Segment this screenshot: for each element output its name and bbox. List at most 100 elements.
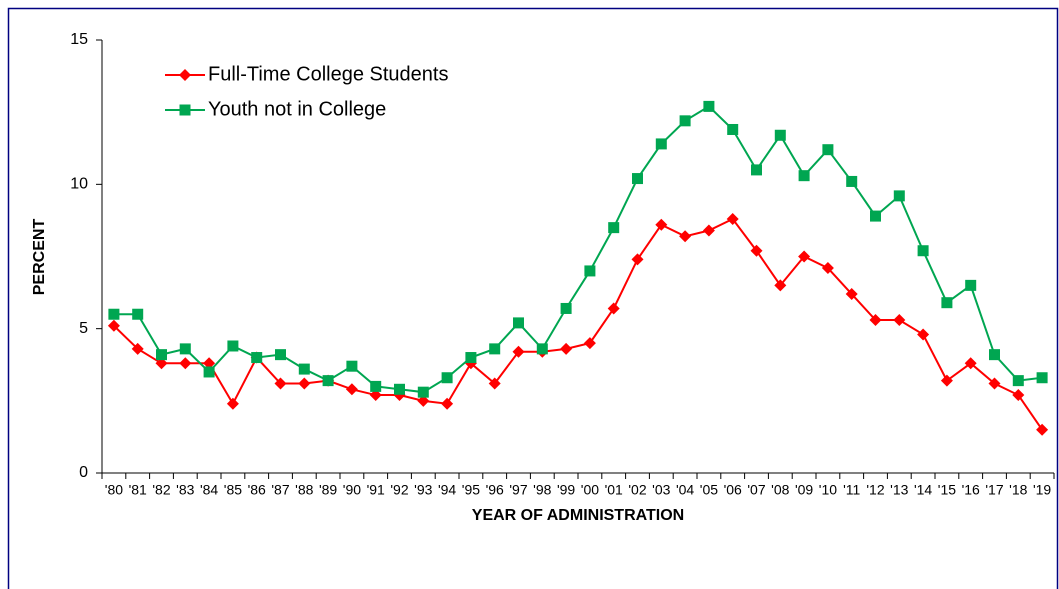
- y-tick-label: 5: [79, 320, 88, 337]
- data-point: [679, 230, 692, 243]
- data-point: [751, 164, 762, 176]
- data-point: [227, 340, 239, 352]
- x-tick-label: '01: [605, 482, 623, 498]
- data-point: [489, 343, 501, 355]
- y-axis-title: PERCENT: [31, 219, 48, 296]
- x-tick-label: '11: [843, 482, 860, 498]
- x-tick-label: '89: [319, 482, 337, 498]
- data-point: [584, 265, 596, 277]
- x-tick-label: '14: [914, 482, 932, 498]
- data-point: [870, 210, 881, 222]
- x-tick-label: '81: [129, 482, 147, 498]
- data-point: [465, 352, 477, 364]
- legend-marker: [179, 104, 191, 116]
- x-tick-label: '15: [938, 482, 956, 498]
- data-point: [274, 377, 287, 390]
- data-point: [893, 314, 906, 327]
- data-point: [1036, 423, 1049, 436]
- data-point: [370, 380, 382, 392]
- x-tick-label: '18: [1009, 482, 1027, 498]
- data-point: [846, 175, 858, 187]
- legend-label: Full-Time College Students: [208, 63, 448, 85]
- x-tick-label: '80: [105, 482, 123, 498]
- data-point: [394, 383, 405, 395]
- data-point: [964, 357, 977, 370]
- data-point: [845, 288, 858, 301]
- data-point: [417, 394, 430, 407]
- x-tick-label: '95: [462, 482, 480, 498]
- data-point: [298, 377, 311, 390]
- x-tick-label: '87: [271, 482, 289, 498]
- data-point: [156, 349, 167, 361]
- data-point: [560, 342, 573, 355]
- x-tick-label: '99: [557, 482, 575, 498]
- data-point: [655, 218, 668, 231]
- frame: [7, 7, 1059, 589]
- data-point: [607, 302, 620, 315]
- data-point: [441, 397, 454, 410]
- data-point: [108, 308, 120, 320]
- data-point: [346, 360, 358, 372]
- data-point: [203, 357, 216, 370]
- x-tick-label: '19: [1033, 482, 1051, 498]
- y-tick-label: 0: [79, 464, 88, 481]
- data-point: [1012, 389, 1025, 402]
- x-tick-label: '03: [652, 482, 670, 498]
- data-point: [821, 262, 834, 275]
- data-point: [940, 374, 953, 387]
- data-point: [655, 138, 667, 150]
- data-point: [608, 222, 620, 234]
- data-point: [917, 328, 930, 341]
- data-point: [631, 253, 644, 266]
- x-tick-label: '09: [795, 482, 813, 498]
- data-point: [1012, 375, 1024, 387]
- data-point: [560, 302, 572, 314]
- data-point: [726, 212, 739, 225]
- x-tick-label: '98: [533, 482, 551, 498]
- x-tick-label: '10: [819, 482, 837, 498]
- x-tick-label: '84: [200, 482, 218, 498]
- x-tick-label: '00: [581, 482, 599, 498]
- x-tick-label: '96: [486, 482, 504, 498]
- data-point: [727, 123, 739, 135]
- data-point: [822, 144, 834, 156]
- data-point: [798, 250, 811, 263]
- data-point: [679, 115, 691, 127]
- data-point: [941, 297, 953, 309]
- data-point: [251, 352, 263, 364]
- x-tick-label: '88: [295, 482, 313, 498]
- series-line: [113, 217, 1043, 431]
- x-tick-label: '86: [248, 482, 266, 498]
- data-point: [989, 349, 1000, 361]
- data-point: [226, 397, 239, 410]
- x-tick-label: '93: [414, 482, 432, 498]
- data-point: [417, 386, 429, 398]
- data-point: [774, 129, 786, 141]
- data-point: [798, 170, 810, 182]
- x-tick-label: '12: [866, 482, 884, 498]
- x-tick-label: '91: [367, 482, 385, 498]
- data-point: [441, 372, 453, 384]
- data-point: [107, 319, 120, 332]
- x-tick-label: '07: [747, 482, 765, 498]
- x-tick-label: '82: [152, 482, 170, 498]
- data-point: [322, 375, 334, 387]
- data-point: [345, 383, 358, 396]
- data-point: [1036, 372, 1048, 384]
- legend-marker: [179, 69, 191, 81]
- data-point: [632, 173, 643, 185]
- legend-label: Youth not in College: [208, 98, 386, 120]
- data-point: [179, 357, 192, 370]
- data-point: [275, 349, 286, 361]
- data-point: [131, 342, 144, 355]
- data-point: [536, 343, 548, 355]
- x-tick-label: '06: [724, 482, 742, 498]
- x-tick-label: '17: [985, 482, 1003, 498]
- data-point: [703, 100, 715, 112]
- x-tick-label: '83: [176, 482, 194, 498]
- data-point: [132, 308, 144, 320]
- x-tick-label: '05: [700, 482, 718, 498]
- data-point: [583, 337, 596, 350]
- data-point: [179, 343, 191, 355]
